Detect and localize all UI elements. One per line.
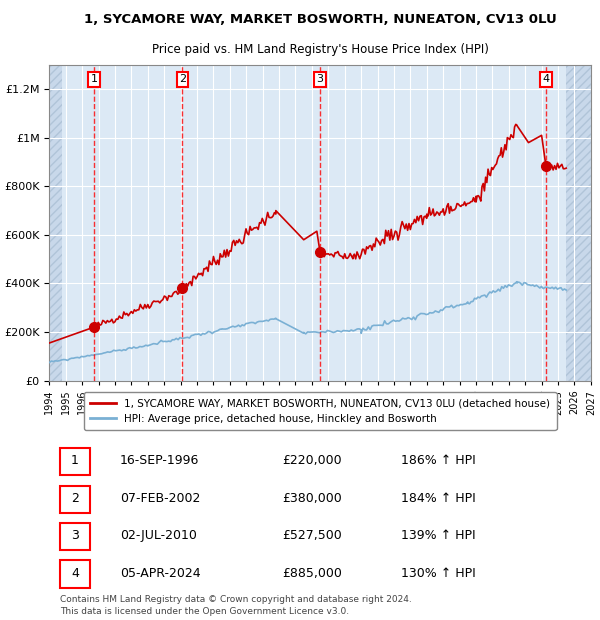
Text: £527,500: £527,500 [282, 529, 342, 542]
Text: 139% ↑ HPI: 139% ↑ HPI [401, 529, 476, 542]
Text: 184% ↑ HPI: 184% ↑ HPI [401, 492, 476, 505]
Text: £220,000: £220,000 [282, 454, 342, 467]
Text: 186% ↑ HPI: 186% ↑ HPI [401, 454, 476, 467]
FancyBboxPatch shape [60, 523, 90, 550]
Legend: 1, SYCAMORE WAY, MARKET BOSWORTH, NUNEATON, CV13 0LU (detached house), HPI: Aver: 1, SYCAMORE WAY, MARKET BOSWORTH, NUNEAT… [83, 392, 557, 430]
FancyBboxPatch shape [60, 485, 90, 513]
Text: 2: 2 [71, 492, 79, 505]
Text: Contains HM Land Registry data © Crown copyright and database right 2024.: Contains HM Land Registry data © Crown c… [60, 595, 412, 604]
Text: 130% ↑ HPI: 130% ↑ HPI [401, 567, 476, 580]
Text: 07-FEB-2002: 07-FEB-2002 [120, 492, 200, 505]
Text: £885,000: £885,000 [282, 567, 342, 580]
Text: 1: 1 [71, 454, 79, 467]
Text: Price paid vs. HM Land Registry's House Price Index (HPI): Price paid vs. HM Land Registry's House … [152, 43, 488, 56]
FancyBboxPatch shape [60, 560, 90, 588]
Text: 4: 4 [71, 567, 79, 580]
Text: 3: 3 [317, 74, 323, 84]
Text: 1, SYCAMORE WAY, MARKET BOSWORTH, NUNEATON, CV13 0LU: 1, SYCAMORE WAY, MARKET BOSWORTH, NUNEAT… [84, 13, 556, 26]
Text: 1: 1 [91, 74, 97, 84]
Text: £380,000: £380,000 [282, 492, 342, 505]
Text: 2: 2 [179, 74, 186, 84]
Text: 3: 3 [71, 529, 79, 542]
FancyBboxPatch shape [60, 448, 90, 476]
Text: This data is licensed under the Open Government Licence v3.0.: This data is licensed under the Open Gov… [60, 607, 349, 616]
Text: 02-JUL-2010: 02-JUL-2010 [120, 529, 197, 542]
Text: 4: 4 [542, 74, 550, 84]
Text: 05-APR-2024: 05-APR-2024 [120, 567, 200, 580]
Bar [49, 65, 62, 381]
Text: 16-SEP-1996: 16-SEP-1996 [120, 454, 199, 467]
Bar [566, 65, 591, 381]
